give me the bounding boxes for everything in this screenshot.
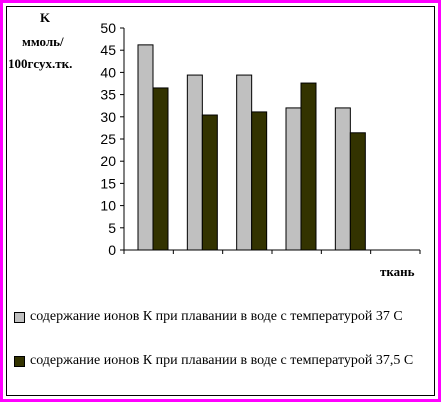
- y-axis-label-line-3: 100гсух.тк.: [8, 56, 73, 71]
- y-tick-label: 45: [100, 42, 116, 58]
- y-tick-label: 30: [100, 109, 116, 125]
- legend-swatch-dark: [14, 356, 25, 367]
- bar: [201, 114, 218, 251]
- y-tick-label: 35: [100, 87, 116, 103]
- legend-item-37: содержание ионов К при плавании в воде с…: [14, 308, 430, 326]
- bar: [334, 107, 351, 251]
- y-tick-label: 0: [108, 242, 116, 258]
- legend-label-37: содержание ионов К при плавании в воде с…: [30, 309, 403, 324]
- y-axis-label-line-2: ммоль/: [22, 34, 64, 49]
- bar: [186, 74, 203, 251]
- bar: [137, 44, 154, 251]
- chart-area-border: [6, 6, 435, 396]
- x-axis-label: ткань: [380, 264, 415, 279]
- legend-label-37-5: содержание ионов К при плавании в воде с…: [30, 353, 414, 368]
- y-tick-label: 5: [108, 220, 116, 236]
- y-tick-label: 40: [100, 64, 116, 80]
- y-tick-label: 15: [100, 175, 116, 191]
- legend-item-37-5: содержание ионов К при плавании в воде с…: [14, 352, 430, 370]
- bar: [349, 132, 366, 251]
- bar: [285, 107, 302, 251]
- legend-swatch-gray: [14, 312, 25, 323]
- y-tick-label: 10: [100, 198, 116, 214]
- y-tick-label: 50: [100, 20, 116, 36]
- y-axis-label-line-1: K: [40, 10, 51, 25]
- bar: [300, 82, 317, 251]
- bar: [152, 87, 169, 251]
- bar: [236, 74, 253, 251]
- bar: [251, 111, 268, 251]
- y-tick-label: 20: [100, 153, 116, 169]
- y-tick-label: 25: [100, 131, 116, 147]
